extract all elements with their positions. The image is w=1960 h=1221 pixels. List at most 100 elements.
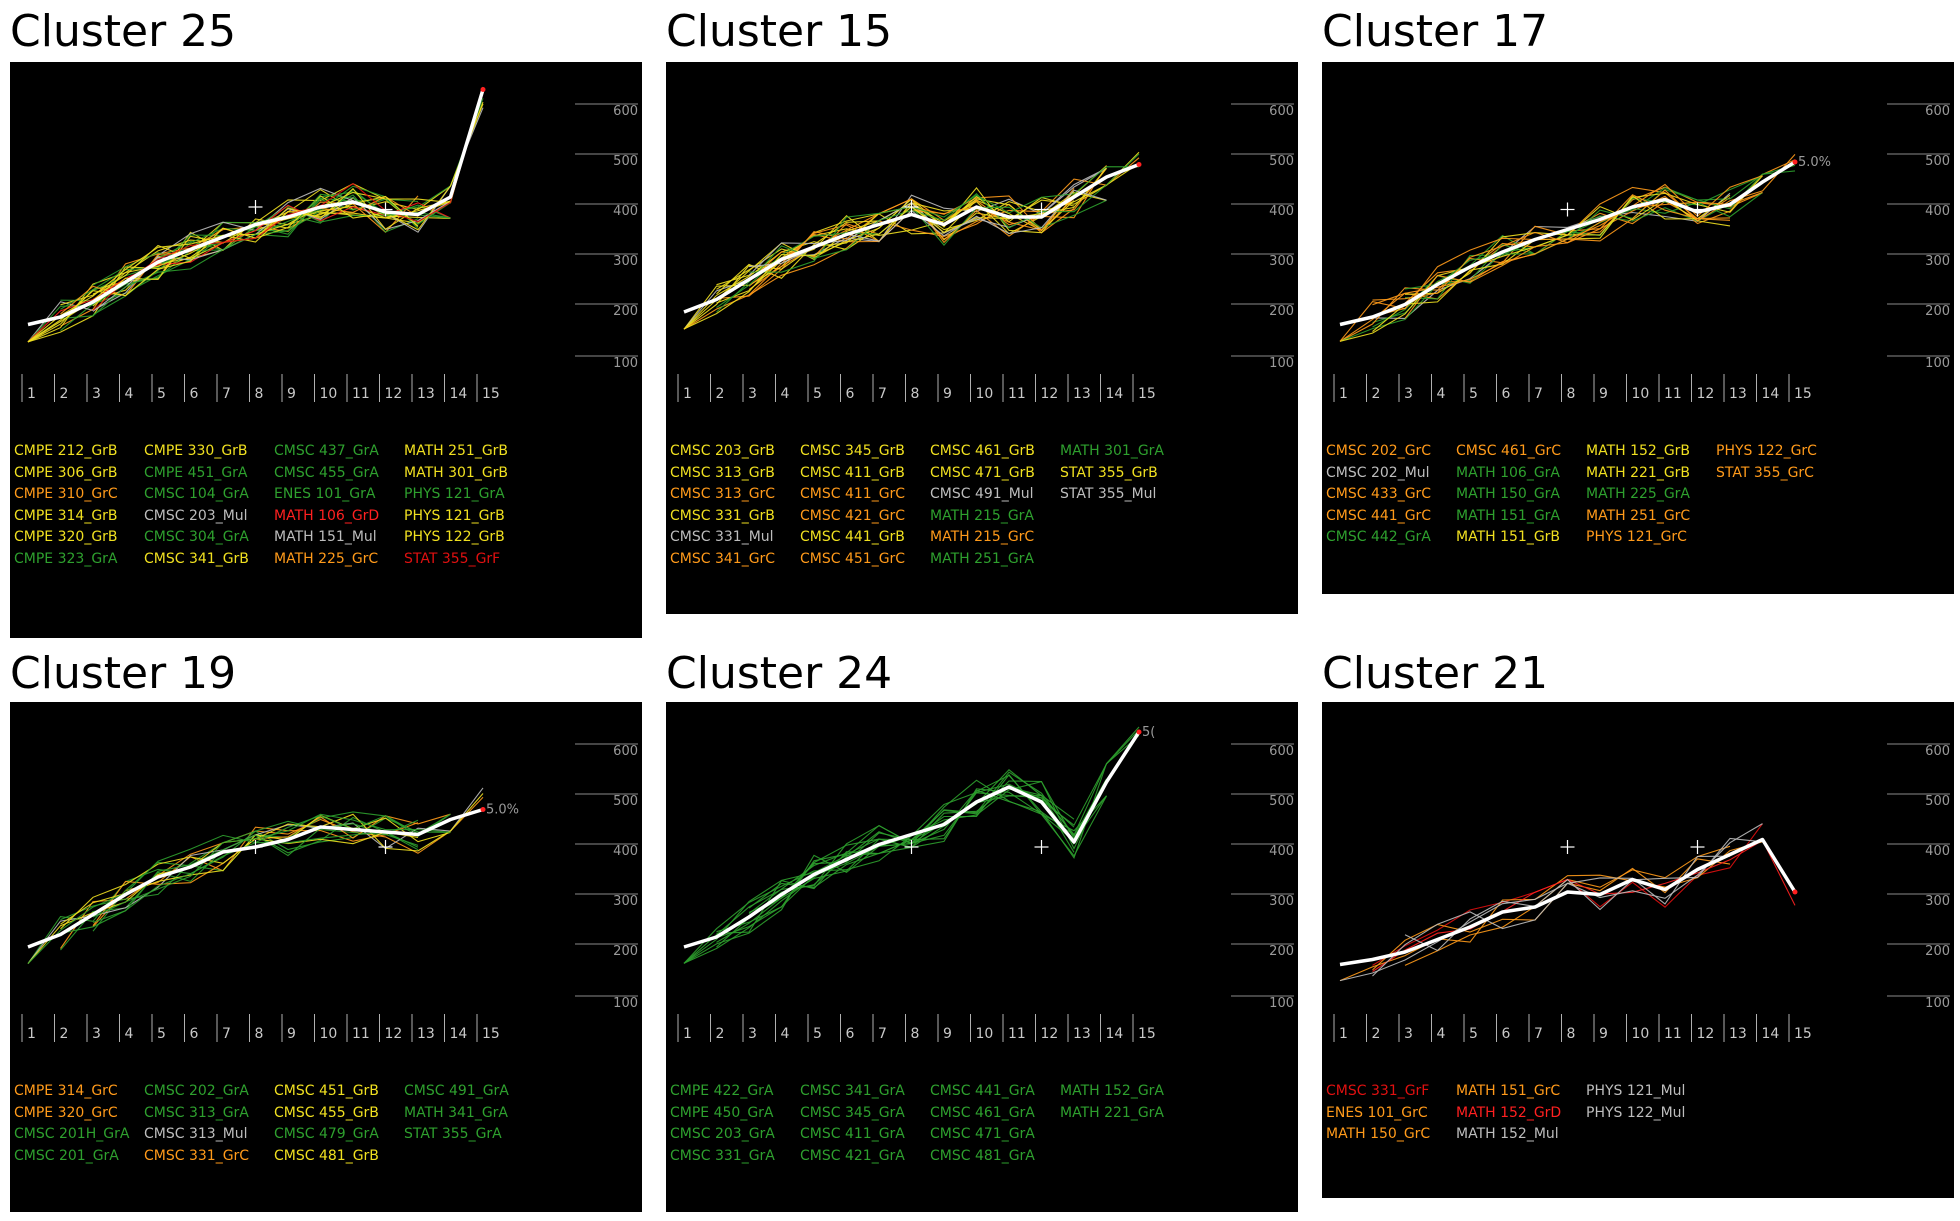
chart-title-1: Cluster 25	[10, 6, 237, 57]
series-line	[27, 813, 451, 964]
legend-item: MATH 225_GrA	[1586, 486, 1691, 502]
series-line	[716, 769, 1075, 934]
legend-item: PHYS 121_GrA	[404, 486, 505, 502]
legend-item: MATH 301_GrB	[404, 464, 509, 481]
series-line	[27, 787, 484, 964]
legend-item: CMSC 201H_GrA	[14, 1126, 130, 1142]
series-line	[748, 773, 1107, 913]
mean-line	[1339, 837, 1797, 967]
y-tick-label: 600	[613, 104, 638, 119]
series-line	[27, 817, 451, 964]
x-tick-label: 5	[157, 1026, 166, 1042]
y-tick-label: 500	[613, 794, 638, 809]
legend-item: CMSC 345_GrA	[800, 1104, 905, 1121]
legend-item: CMPE 212_GrB	[14, 443, 118, 459]
series-line	[1372, 175, 1763, 324]
legend-item: CMSC 313_GrB	[670, 464, 775, 481]
x-tick-label: 15	[1794, 386, 1812, 402]
series-line	[748, 794, 1075, 914]
legend-item: CMSC 471_GrB	[930, 464, 1035, 481]
x-tick-label: 2	[716, 1026, 725, 1042]
x-tick-label: 2	[716, 386, 725, 402]
y-tick-label: 200	[613, 304, 638, 319]
x-tick-label: 1	[683, 386, 692, 402]
chart-legend: CMPE 422_GrA CMPE 450_GrA CMSC 203_GrA CMSC…	[670, 1082, 1294, 1166]
y-tick-label: 500	[1925, 794, 1950, 809]
y-tick-label: 400	[1269, 204, 1294, 219]
legend-item: CMSC 313_GrA	[144, 1104, 249, 1121]
x-tick-label: 13	[1073, 386, 1091, 402]
y-tick-label: 200	[1925, 304, 1950, 319]
y-tick-label: 600	[613, 744, 638, 759]
x-tick-label: 10	[320, 386, 338, 402]
legend-item: CMSC 203_GrA	[670, 1126, 775, 1142]
series-line	[60, 793, 484, 930]
y-tick-label: 400	[1269, 844, 1294, 859]
x-tick-label: 5	[1469, 386, 1478, 402]
legend-item: MATH 106_GrA	[1456, 464, 1561, 481]
x-tick-label: 11	[1008, 1026, 1026, 1042]
chart-panel-5: 100 200 300 400 500 600 5(1 2 3 4 5 6 7 8 9 10 11 12 13 14 1…	[666, 702, 1298, 1212]
x-tick-label: 12	[385, 386, 403, 402]
legend-item: CMSC 461_GrC	[1456, 443, 1562, 459]
legend-item: CMSC 341_GrB	[144, 550, 249, 567]
x-tick-label: 10	[976, 1026, 994, 1042]
x-tick-label: 1	[27, 386, 36, 402]
series-line	[1372, 164, 1796, 328]
legend-item: CMSC 341_GrC	[670, 550, 776, 567]
x-tick-label: 4	[1437, 386, 1446, 402]
legend-item: MATH 151_Mul	[274, 529, 377, 545]
x-tick-label: 4	[781, 386, 790, 402]
legend-item: PHYS 121_GrB	[404, 507, 505, 524]
mean-line	[683, 731, 1141, 949]
x-tick-label: 14	[450, 386, 468, 402]
legend-item: CMSC 441_GrC	[1326, 507, 1432, 524]
y-tick-label: 600	[1269, 104, 1294, 119]
legend-item: CMPE 314_GrB	[14, 507, 118, 524]
series-line	[716, 153, 1140, 313]
x-tick-label: 13	[417, 386, 435, 402]
x-tick-label: 9	[287, 1026, 296, 1042]
series-line	[60, 831, 419, 934]
series-line	[92, 103, 484, 307]
legend-item: CMSC 331_Mul	[670, 529, 774, 545]
chart-title-4: Cluster 19	[10, 648, 237, 699]
legend-item: CMSC 471_GrA	[930, 1126, 1035, 1142]
x-tick-label: 15	[1138, 1026, 1156, 1042]
series-line	[683, 778, 1107, 964]
series-line	[683, 187, 1075, 330]
y-tick-label: 400	[613, 204, 638, 219]
y-tick-label: 300	[1269, 254, 1294, 269]
y-tick-label: 100	[613, 356, 638, 371]
x-tick-label: 1	[1339, 386, 1348, 402]
x-tick-label: 12	[1041, 386, 1059, 402]
legend-item: MATH 150_GrA	[1456, 486, 1561, 502]
legend-item: CMSC 304_GrA	[144, 529, 249, 545]
y-tick-label: 400	[613, 844, 638, 859]
x-tick-label: 13	[1729, 1026, 1747, 1042]
legend-item: MATH 225_GrC	[274, 550, 379, 567]
series-line	[748, 167, 1107, 276]
x-tick-label: 3	[1404, 386, 1413, 402]
series-line	[683, 168, 1107, 330]
x-tick-label: 12	[1697, 386, 1715, 402]
legend-item: MATH 150_GrC	[1326, 1126, 1431, 1142]
y-tick-label: 600	[1925, 104, 1950, 119]
series-line	[60, 98, 484, 310]
x-tick-label: 11	[352, 386, 370, 402]
series-line	[1404, 845, 1731, 966]
y-tick-label: 500	[613, 154, 638, 169]
x-tick-label: 4	[1437, 1026, 1446, 1042]
legend-item: ENES 101_GrA	[274, 486, 376, 502]
legend-item: CMSC 201_GrA	[14, 1147, 119, 1164]
x-tick-label: 11	[1008, 386, 1026, 402]
legend-item: CMSC 104_GrA	[144, 486, 249, 502]
legend-item: CMSC 461_GrB	[930, 443, 1035, 459]
series-line	[60, 820, 419, 921]
chart-title-6: Cluster 21	[1322, 648, 1549, 699]
x-tick-label: 5	[813, 386, 822, 402]
y-tick-label: 200	[1925, 944, 1950, 959]
legend-item: CMSC 442_GrA	[1326, 529, 1431, 545]
